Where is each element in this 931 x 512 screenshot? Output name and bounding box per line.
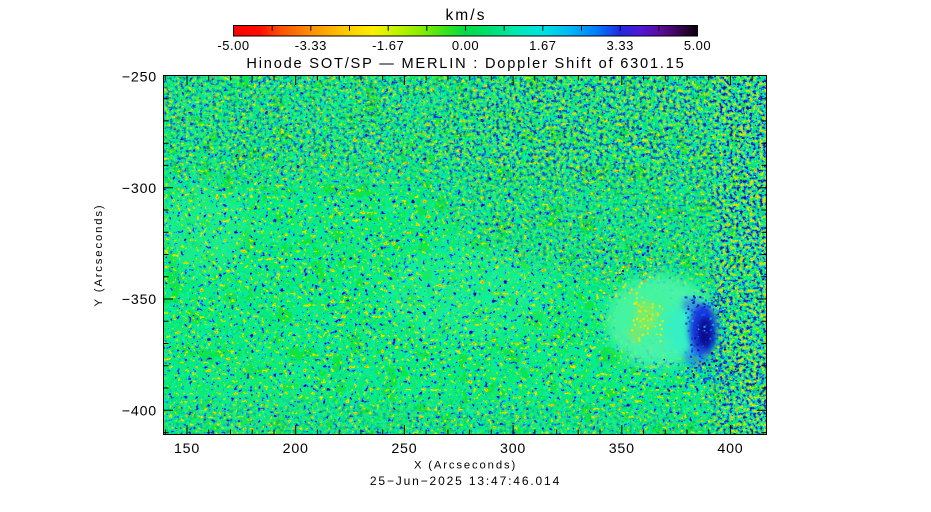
svg-text:1.67: 1.67: [529, 38, 556, 53]
svg-text:350: 350: [609, 441, 635, 457]
svg-text:Y (Arcseconds): Y (Arcseconds): [93, 204, 105, 307]
svg-text:−300: −300: [122, 181, 157, 197]
svg-text:−250: −250: [122, 70, 157, 86]
svg-text:Hinode SOT/SP — MERLIN : Doppl: Hinode SOT/SP — MERLIN : Doppler Shift o…: [246, 56, 685, 72]
svg-text:200: 200: [283, 441, 309, 457]
svg-text:400: 400: [717, 441, 743, 457]
svg-text:-5.00: -5.00: [217, 38, 249, 53]
svg-text:0.00: 0.00: [452, 38, 479, 53]
svg-text:250: 250: [391, 441, 417, 457]
svg-text:km/s: km/s: [445, 7, 486, 24]
svg-text:25−Jun−2025 13:47:46.014: 25−Jun−2025 13:47:46.014: [370, 474, 561, 488]
svg-text:−350: −350: [122, 292, 157, 308]
svg-text:5.00: 5.00: [684, 38, 711, 53]
svg-text:150: 150: [174, 441, 200, 457]
svg-text:-3.33: -3.33: [295, 38, 327, 53]
svg-text:−400: −400: [122, 403, 157, 419]
svg-text:300: 300: [500, 441, 526, 457]
svg-text:X (Arcseconds): X (Arcseconds): [414, 459, 517, 471]
svg-text:-1.67: -1.67: [372, 38, 404, 53]
svg-text:3.33: 3.33: [607, 38, 634, 53]
